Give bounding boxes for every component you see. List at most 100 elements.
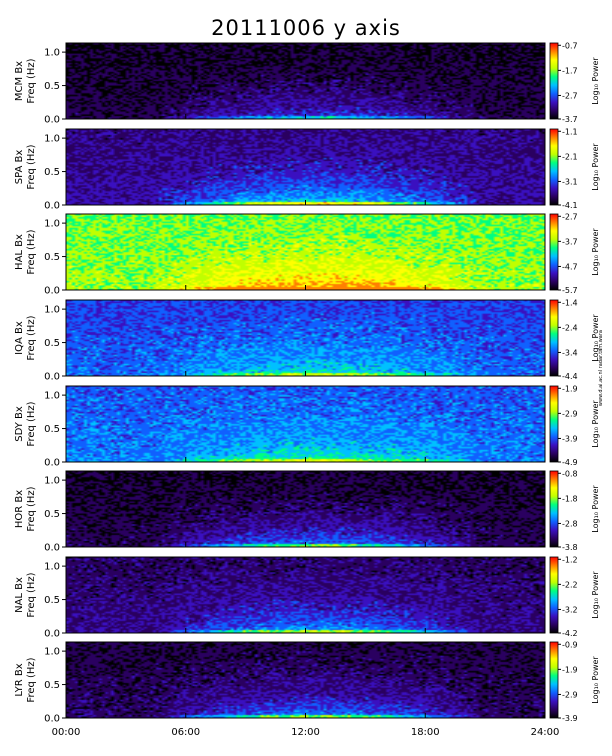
colorbar-label: Log₁₀ Power [591,57,600,105]
colorbar-tick-label: -3.8 [562,543,578,552]
y-tick-label: 0.0 [44,372,60,383]
y-tick-label: 0.5 [44,509,60,520]
station-label: HAL Bx [14,234,25,270]
y-tick-label: 0.0 [44,629,60,640]
colorbar-label: Log₁₀ Power [591,571,600,619]
y-tick-label: 1.0 [44,562,60,573]
x-tick-label: 12:00 [291,727,320,738]
y-axis-label: Freq (Hz) [26,572,37,617]
y-tick-label: 0.5 [44,595,60,606]
panel-hor: 0.0 0.5 1.0 HOR Bx Freq (Hz) -0.8 -1.8 -2.8 -3.8… [14,469,600,553]
colorbar-label: Log₁₀ Power [591,228,600,276]
colorbar-tick-label: -2.7 [562,91,578,100]
colorbar [549,385,559,463]
panel-lyr: 0.0 0.5 1.0 LYR Bx Freq (Hz) -0.9 -1.9 -2.9 -3.9… [14,640,600,724]
panel-iqa: 0.0 0.5 1.0 IQA Bx Freq (Hz) -1.4 -2.4 -3.4 -4.4… [14,298,600,382]
colorbar-tick-label: -1.8 [562,494,578,503]
x-tick-label: 00:00 [52,727,81,738]
colorbar-tick-label: -3.4 [562,348,578,357]
spectrogram-image [66,471,545,547]
y-tick-label: 0.5 [44,167,60,178]
colorbar-label: Log₁₀ Power [591,314,600,362]
colorbar [549,213,559,291]
colorbar-tick-label: -2.7 [562,212,578,221]
colorbar-label: Log₁₀ Power [591,400,600,448]
colorbar-tick-label: -3.1 [562,177,578,186]
colorbar-tick-label: -1.9 [562,665,578,674]
colorbar-tick-label: -3.9 [562,714,578,723]
colorbar-tick-label: -1.7 [562,66,578,75]
colorbar-tick-label: -0.9 [562,640,578,649]
colorbar-tick-label: -4.7 [562,262,578,271]
colorbar [549,470,559,548]
station-label: LYR Bx [14,663,25,696]
spectrogram-image [66,214,545,290]
colorbar-tick-label: -5.7 [562,286,578,295]
colorbar [549,556,559,634]
colorbar [549,299,559,377]
colorbar [549,128,559,206]
colorbar-tick-label: -4.9 [562,458,578,467]
y-axis-label: Freq (Hz) [26,58,37,103]
colorbar-tick-label: -3.7 [562,115,578,124]
y-tick-label: 1.0 [44,48,60,59]
colorbar-tick-label: -0.7 [562,41,578,50]
panel-sdy: 0.0 0.5 1.0 SDY Bx Freq (Hz) -1.9 -2.9 -3.9 -4.9… [14,384,600,468]
y-tick-label: 1.0 [44,476,60,487]
colorbar-tick-label: -2.9 [562,690,578,699]
colorbar-label: Log₁₀ Power [591,485,600,533]
colorbar-tick-label: -4.2 [562,629,578,638]
panel-nal: 0.0 0.5 1.0 NAL Bx Freq (Hz) -1.2 -2.2 -3.2 -4.2… [14,555,600,639]
y-tick-label: 0.5 [44,338,60,349]
colorbar-tick-label: -4.1 [562,201,578,210]
colorbar [549,42,559,120]
colorbar-tick-label: -1.4 [562,298,578,307]
colorbar-tick-label: -3.2 [562,605,578,614]
colorbar-tick-label: -2.2 [562,580,578,589]
station-label: SDY Bx [14,406,25,442]
chart-title: 20111006 y axis [211,16,401,40]
colorbar-tick-label: -2.1 [562,152,578,161]
colorbar [549,641,559,719]
spectrogram-image [66,300,545,376]
y-axis-label: Freq (Hz) [26,657,37,702]
y-tick-label: 1.0 [44,391,60,402]
colorbar-tick-label: -2.4 [562,323,578,332]
station-label: MCM Bx [14,61,25,101]
colorbar-tick-label: -4.4 [562,372,578,381]
spectrogram-image [66,642,545,718]
y-tick-label: 0.0 [44,201,60,212]
x-tick-label: 06:00 [171,727,200,738]
panel-mcm: 0.0 0.5 1.0 MCM Bx Freq (Hz) -0.7 -1.7 -2.7 -3.7… [14,41,600,125]
colorbar-tick-label: -3.9 [562,434,578,443]
panel-spa: 0.0 0.5 1.0 SPA Bx Freq (Hz) -1.1 -2.1 -3.1 -4.1… [14,127,600,211]
y-axis-label: Freq (Hz) [26,315,37,360]
y-tick-label: 0.0 [44,543,60,554]
y-tick-label: 0.5 [44,252,60,263]
y-tick-label: 0.0 [44,115,60,126]
y-tick-label: 0.0 [44,458,60,469]
y-axis-label: Freq (Hz) [26,401,37,446]
colorbar-tick-label: -1.2 [562,555,578,564]
x-tick-label: 18:00 [411,727,440,738]
y-tick-label: 0.5 [44,680,60,691]
y-axis-label: Freq (Hz) [26,229,37,274]
colorbar-label: Log₁₀ Power [591,656,600,704]
colorbar-tick-label: -2.8 [562,519,578,528]
colorbar-tick-label: -1.1 [562,127,578,136]
y-tick-label: 0.5 [44,81,60,92]
station-label: NAL Bx [14,577,25,613]
y-tick-label: 0.0 [44,714,60,725]
colorbar-tick-label: -1.9 [562,384,578,393]
station-label: HOR Bx [14,490,25,528]
spectrogram-image [66,129,545,205]
colorbar-label: Log₁₀ Power [591,143,600,191]
y-tick-label: 1.0 [44,647,60,658]
y-tick-label: 0.5 [44,424,60,435]
spectrogram-image [66,557,545,633]
panel-hal: 0.0 0.5 1.0 HAL Bx Freq (Hz) -2.7 -3.7 -4.7 -5.7… [14,212,600,296]
y-axis-label: Freq (Hz) [26,486,37,531]
x-tick-label: 24:00 [531,727,560,738]
